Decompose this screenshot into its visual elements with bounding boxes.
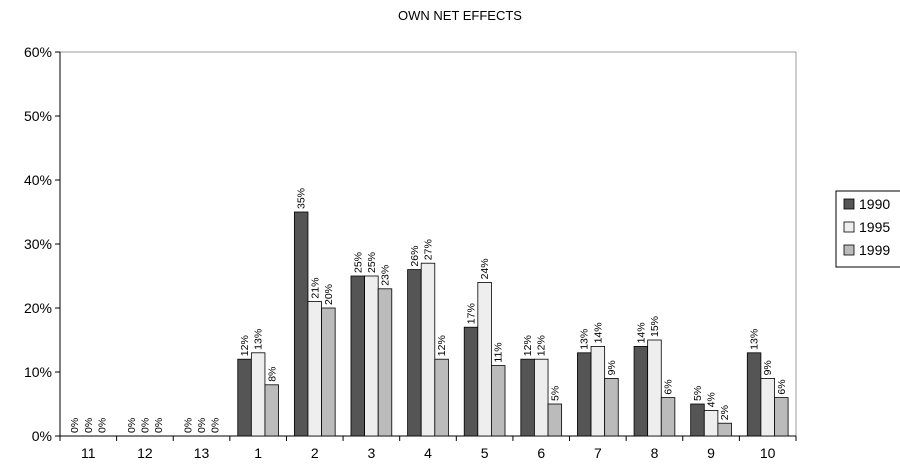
data-label: 13% — [253, 329, 265, 350]
data-label: 14% — [592, 322, 604, 343]
data-label: 17% — [466, 303, 478, 324]
bar-1995-10 — [760, 377, 775, 437]
y-tick-label: 60% — [24, 44, 52, 60]
data-label: 14% — [635, 322, 647, 343]
data-label: 26% — [409, 246, 421, 267]
bar-1990-6 — [520, 358, 535, 437]
bar-1999-9 — [717, 422, 732, 437]
y-tick-label: 0% — [32, 428, 52, 444]
bar-1995-3 — [364, 275, 379, 437]
data-label: 15% — [649, 316, 661, 337]
y-tick-label: 20% — [24, 300, 52, 316]
data-label: 0% — [153, 418, 165, 433]
data-label: 12% — [522, 335, 534, 356]
bar-1990-3 — [350, 275, 365, 437]
y-tick-label: 50% — [24, 108, 52, 124]
data-label: 27% — [423, 239, 435, 260]
bar-1999-8 — [660, 397, 676, 437]
data-label: 6% — [776, 379, 788, 394]
bar-1990-9 — [690, 403, 705, 437]
data-label: 0% — [196, 418, 208, 433]
data-label: 0% — [210, 418, 222, 433]
bar-1999-4 — [434, 358, 449, 437]
data-label: 12% — [436, 335, 448, 356]
x-category-label: 13 — [194, 445, 210, 461]
bar-1999-3 — [377, 288, 393, 437]
bar-1990-8 — [633, 345, 649, 437]
x-category-label: 2 — [311, 445, 319, 461]
data-label: 20% — [323, 284, 335, 305]
y-tick-label: 30% — [24, 236, 52, 252]
data-label: 25% — [352, 252, 364, 273]
x-category-label: 11 — [81, 445, 96, 461]
bar-1990-7 — [577, 352, 592, 437]
x-category-label: 7 — [594, 445, 602, 461]
data-label: 25% — [366, 252, 378, 273]
y-tick-label: 10% — [24, 364, 52, 380]
legend-swatch-1995 — [843, 221, 855, 233]
data-label: 23% — [379, 265, 391, 286]
data-label: 8% — [266, 367, 278, 382]
y-tick-label: 40% — [24, 172, 52, 188]
data-label: 0% — [182, 418, 194, 433]
bar-1990-1 — [237, 358, 252, 437]
legend-label-1999: 1999 — [859, 242, 890, 258]
data-label: 2% — [719, 405, 731, 420]
bar-1999-6 — [547, 403, 563, 437]
x-category-label: 1 — [254, 445, 262, 461]
legend-label-1990: 1990 — [859, 196, 890, 212]
bar-1990-4 — [407, 269, 422, 437]
bar-1999-5 — [491, 365, 506, 437]
chart-title: OWN NET EFFECTS — [398, 8, 522, 23]
bar-1995-5 — [477, 281, 492, 437]
data-label: 12% — [536, 335, 548, 356]
x-category-label: 12 — [137, 445, 153, 461]
data-label: 0% — [69, 418, 81, 433]
legend-swatch-1999 — [843, 244, 855, 256]
data-label: 0% — [139, 418, 151, 433]
x-category-label: 9 — [707, 445, 715, 461]
bar-1995-8 — [647, 339, 662, 437]
x-category-label: 8 — [651, 445, 659, 461]
data-label: 11% — [493, 342, 505, 362]
data-label: 12% — [239, 335, 251, 356]
data-label: 21% — [309, 278, 321, 299]
data-label: 0% — [83, 418, 95, 433]
data-label: 9% — [762, 360, 774, 375]
x-category-label: 5 — [481, 445, 489, 461]
x-category-label: 10 — [760, 445, 776, 461]
bar-1999-10 — [774, 397, 789, 437]
data-label: 5% — [549, 386, 561, 401]
bar-1990-10 — [746, 352, 762, 437]
bar-1995-7 — [590, 345, 606, 437]
data-label: 13% — [749, 329, 761, 350]
legend: 1990 1995 1999 — [835, 190, 900, 268]
x-category-label: 3 — [367, 445, 375, 461]
bar-1999-2 — [321, 307, 336, 437]
bar-1999-7 — [604, 377, 619, 437]
data-label: 4% — [706, 392, 718, 407]
legend-swatch-1990 — [843, 198, 855, 210]
bar-1995-6 — [534, 358, 549, 437]
plot-area: 0%10%20%30%40%50%60%110% 0% 0%120% 0% 0%130%… — [24, 44, 797, 461]
x-category-label: 6 — [537, 445, 545, 461]
data-label: 5% — [692, 386, 704, 401]
data-label: 6% — [663, 379, 675, 394]
data-label: 35% — [296, 188, 308, 209]
data-label: 13% — [579, 329, 591, 350]
bar-1990-2 — [293, 211, 309, 437]
bar-1995-9 — [703, 409, 719, 437]
legend-label-1995: 1995 — [859, 219, 890, 235]
data-label: 0% — [96, 418, 108, 433]
bar-1995-1 — [250, 352, 266, 437]
data-label: 9% — [606, 360, 618, 375]
bar-1995-2 — [307, 301, 322, 437]
bar-1995-4 — [420, 262, 436, 437]
x-category-label: 4 — [424, 445, 432, 461]
bar-1990-5 — [463, 326, 479, 437]
bar-1999-1 — [264, 384, 279, 437]
data-label: 24% — [479, 258, 491, 279]
data-label: 0% — [126, 418, 138, 433]
